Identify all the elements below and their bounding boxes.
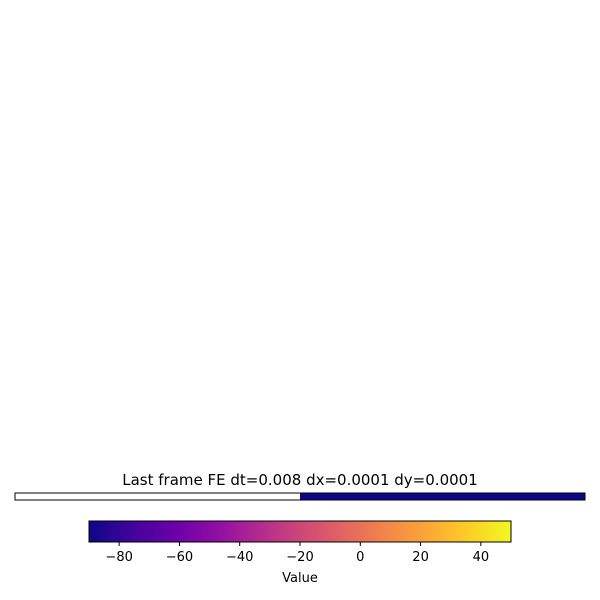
chart-title: Last frame FE dt=0.008 dx=0.0001 dy=0.00… [122,471,478,489]
colorbar-ticks: −80 −60 −40 −20 0 20 40 [105,542,489,565]
heatmap-cell [15,493,300,500]
colorbar-label: Value [282,571,318,586]
heatmap-frame [14,492,586,501]
colorbar-gradient [89,521,511,542]
colorbar-tick-label: −40 [226,550,253,565]
heatmap-axes [14,492,586,501]
colorbar-tick-label: −80 [105,550,132,565]
colorbar: −80 −60 −40 −20 0 20 40 Value [88,520,512,586]
colorbar-tick-label: −60 [166,550,193,565]
heatmap-cell [300,493,585,500]
colorbar-tick-label: 20 [412,550,429,565]
colorbar-tick-label: 0 [356,550,364,565]
colorbar-tick-label: −20 [286,550,313,565]
colorbar-tick-label: 40 [473,550,490,565]
